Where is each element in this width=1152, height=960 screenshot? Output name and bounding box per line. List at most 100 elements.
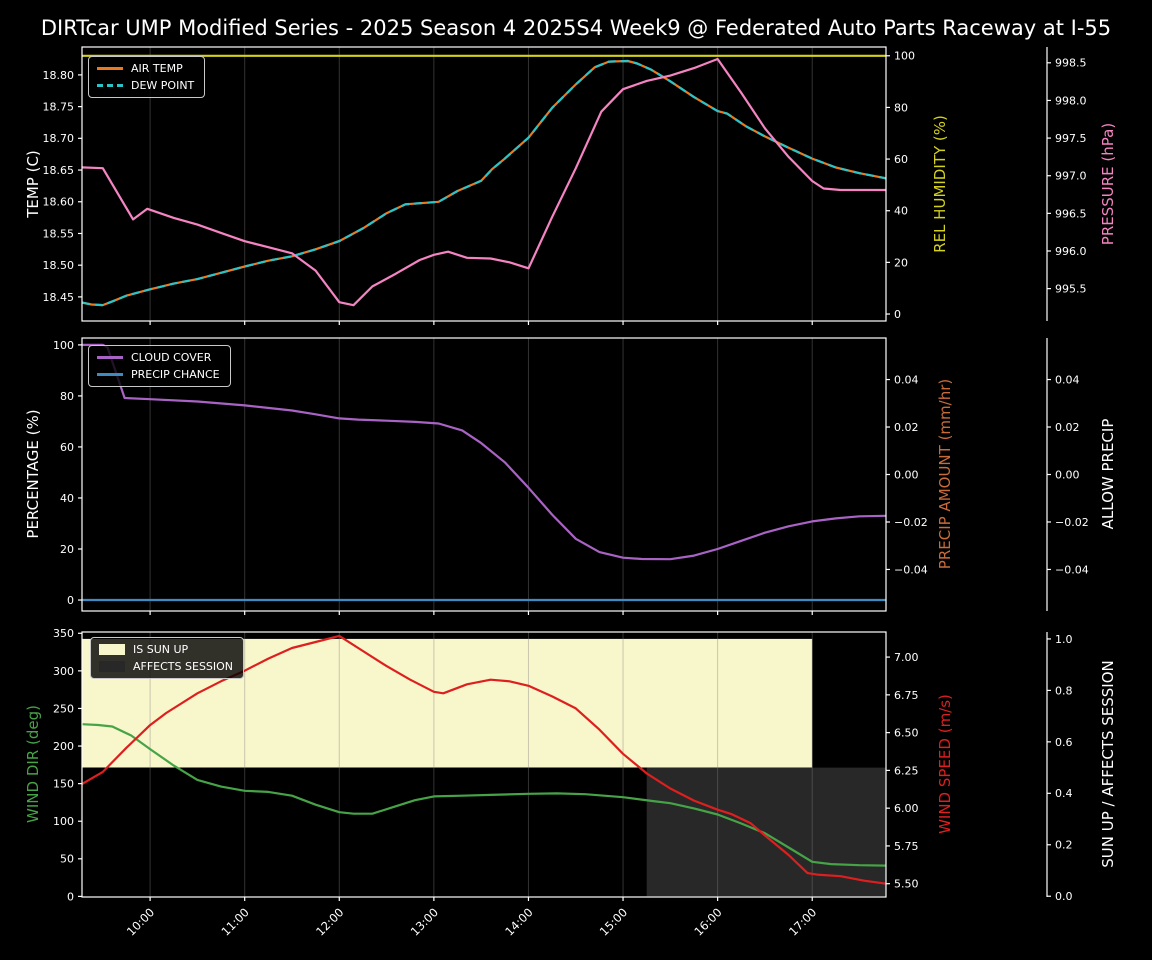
legend-label: CLOUD COVER — [131, 351, 212, 364]
y-tick-label: 6.25 — [894, 764, 919, 777]
y-tick-label: 300 — [53, 665, 74, 678]
y-tick-label: 7.00 — [894, 651, 919, 664]
band-affects-session — [646, 767, 886, 897]
y-tick-label: 0.00 — [1055, 468, 1080, 481]
y-tick-label: 20 — [894, 256, 908, 269]
y-tick-label: 996.5 — [1055, 207, 1087, 220]
y-tick-label: 100 — [894, 50, 915, 63]
y-tick-label: −0.04 — [1055, 563, 1089, 576]
precip-amount-axis-label: PRECIP AMOUNT (mm/hr) — [936, 378, 954, 570]
y-tick-label: 0.2 — [1055, 839, 1073, 852]
series-cloud-cover — [82, 343, 887, 561]
y-tick-label: 998.5 — [1055, 57, 1087, 70]
legend-item-affects-session: AFFECTS SESSION — [99, 660, 233, 673]
y-tick-label: 60 — [60, 441, 74, 454]
y-tick-label: 20 — [60, 543, 74, 556]
y-tick-label: −0.02 — [894, 516, 928, 529]
y-tick-label: 0.04 — [894, 373, 919, 386]
dew-point-line-swatch — [97, 84, 123, 87]
y-tick-label: 995.5 — [1055, 283, 1087, 296]
y-tick-label: 100 — [53, 815, 74, 828]
y-tick-label: 60 — [894, 153, 908, 166]
legend-label: AFFECTS SESSION — [133, 660, 234, 673]
y-tick-label: 100 — [53, 339, 74, 352]
series-dew-point — [81, 59, 887, 307]
wind-dir-axis-label: WIND DIR (deg) — [24, 705, 42, 823]
temp-axis-label: TEMP (C) — [24, 150, 42, 218]
legend-cloud-precip: CLOUD COVER PRECIP CHANCE — [88, 345, 231, 387]
y-tick-label: 996.0 — [1055, 245, 1087, 258]
x-tick-label: 14:00 — [502, 905, 535, 938]
y-tick-label: 18.50 — [43, 259, 75, 272]
y-tick-label: 18.80 — [43, 69, 75, 82]
y-tick-label: 150 — [53, 778, 74, 791]
y-tick-label: 18.70 — [43, 132, 75, 145]
y-tick-label: 80 — [60, 390, 74, 403]
legend-item-is-sun-up: IS SUN UP — [99, 643, 233, 656]
y-tick-label: 1.0 — [1055, 633, 1073, 646]
y-tick-label: 40 — [894, 205, 908, 218]
y-tick-label: 18.60 — [43, 196, 75, 209]
y-tick-label: 250 — [53, 702, 74, 715]
y-tick-label: 18.45 — [43, 291, 75, 304]
x-tick-label: 17:00 — [786, 905, 819, 938]
legend-item-precip-chance: PRECIP CHANCE — [97, 368, 220, 381]
x-tick-label: 16:00 — [691, 905, 724, 938]
y-tick-label: −0.04 — [894, 563, 928, 576]
precip-chance-line-swatch — [97, 373, 123, 376]
plot-border — [81, 46, 887, 322]
y-tick-label: 0.02 — [894, 421, 919, 434]
y-tick-label: 6.50 — [894, 727, 919, 740]
y-tick-label: 0.4 — [1055, 787, 1073, 800]
is-sun-up-patch-swatch — [99, 644, 125, 655]
legend-sun-session: IS SUN UP AFFECTS SESSION — [90, 637, 245, 679]
y-tick-label: 40 — [60, 492, 74, 505]
legend-item-dew-point: DEW POINT — [97, 79, 194, 92]
pressure-axis-label: PRESSURE (hPa) — [1099, 122, 1117, 246]
affects-session-patch-swatch — [99, 661, 125, 672]
legend-label: PRECIP CHANCE — [131, 368, 220, 381]
y-tick-label: 6.00 — [894, 802, 919, 815]
y-tick-label: 0.8 — [1055, 684, 1073, 697]
y-tick-label: 200 — [53, 740, 74, 753]
legend-label: IS SUN UP — [133, 643, 189, 656]
y-tick-label: 997.0 — [1055, 170, 1087, 183]
y-tick-label: 80 — [894, 101, 908, 114]
y-tick-label: 6.75 — [894, 689, 919, 702]
y-tick-label: −0.02 — [1055, 516, 1089, 529]
y-tick-label: 5.75 — [894, 840, 919, 853]
y-tick-label: 0.00 — [894, 468, 919, 481]
rel-humidity-axis-label: REL HUMIDITY (%) — [931, 115, 949, 253]
x-tick-label: 15:00 — [597, 905, 630, 938]
legend-label: DEW POINT — [131, 79, 195, 92]
cloud-cover-line-swatch — [97, 356, 123, 359]
y-tick-label: 0.04 — [1055, 373, 1080, 386]
y-tick-label: 5.50 — [894, 878, 919, 891]
y-tick-label: 0.0 — [1055, 890, 1073, 903]
y-tick-label: 18.65 — [43, 164, 75, 177]
y-tick-label: 0.6 — [1055, 736, 1073, 749]
y-tick-label: 997.5 — [1055, 132, 1087, 145]
allow-precip-axis-label: ALLOW PRECIP — [1099, 418, 1117, 530]
series-wind-dir — [81, 723, 887, 867]
series-pressure — [81, 57, 886, 307]
x-tick-label: 10:00 — [124, 905, 157, 938]
y-tick-label: 18.75 — [43, 101, 75, 114]
legend-label: AIR TEMP — [131, 62, 183, 75]
y-tick-label: 998.0 — [1055, 94, 1087, 107]
plot-border — [81, 631, 887, 898]
legend-item-air-temp: AIR TEMP — [97, 62, 194, 75]
y-tick-label: 18.55 — [43, 227, 75, 240]
air-temp-line-swatch — [97, 67, 123, 70]
series-wind-speed — [81, 634, 887, 885]
sun-up-axis-label: SUN UP / AFFECTS SESSION — [1099, 660, 1117, 868]
y-tick-label: 350 — [53, 627, 74, 640]
wind-speed-axis-label: WIND SPEED (m/s) — [936, 694, 954, 834]
y-tick-label: 0 — [67, 594, 74, 607]
x-tick-label: 11:00 — [218, 905, 251, 938]
percentage-axis-label: PERCENTAGE (%) — [24, 409, 42, 539]
x-tick-label: 12:00 — [313, 905, 346, 938]
chart-title: DIRTcar UMP Modified Series - 2025 Seaso… — [40, 16, 1112, 40]
